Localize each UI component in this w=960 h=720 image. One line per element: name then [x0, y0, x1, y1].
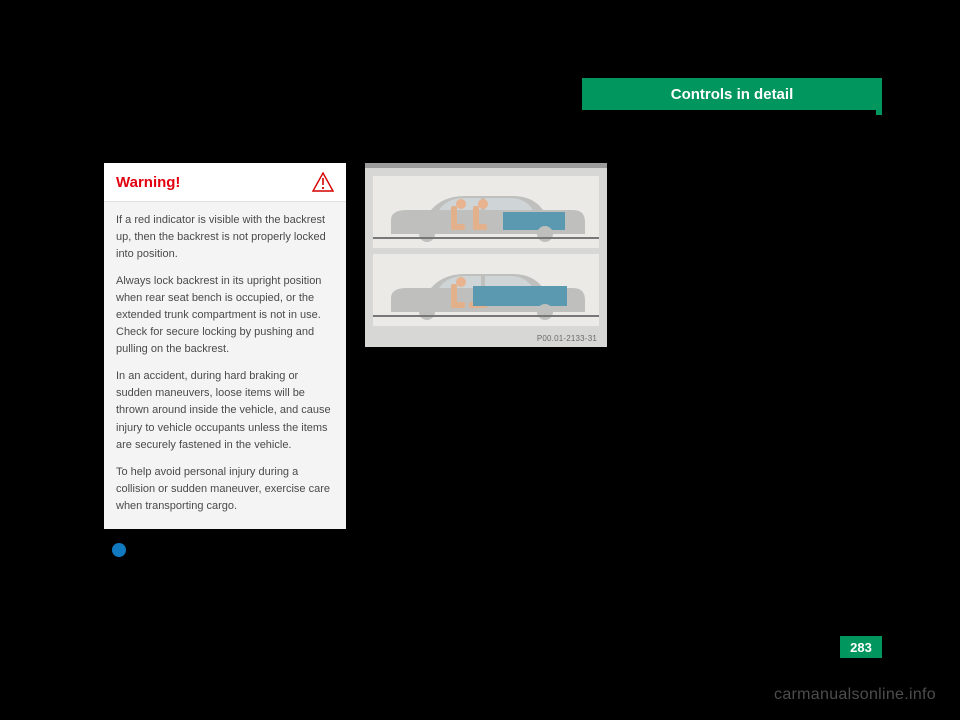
- page-number: 283: [850, 640, 872, 655]
- warning-header: Warning!: [104, 163, 346, 202]
- figure-cargo-diagram: P00.01-2133-31: [365, 163, 607, 347]
- warning-paragraph: To help avoid personal injury during a c…: [116, 464, 334, 515]
- warning-title: Warning!: [116, 174, 180, 191]
- section-header-text: Controls in detail: [671, 86, 794, 103]
- warning-paragraph: If a red indicator is visible with the b…: [116, 212, 334, 263]
- watermark-text: carmanualsonline.info: [774, 686, 936, 704]
- car-panel-upright: [373, 176, 599, 248]
- figure-code: P00.01-2133-31: [373, 332, 599, 343]
- warning-triangle-icon: [312, 172, 334, 192]
- warning-box: Warning! If a red indicator is visible w…: [104, 163, 346, 529]
- warning-body: If a red indicator is visible with the b…: [104, 202, 346, 529]
- page-number-badge: 283: [840, 636, 882, 658]
- warning-paragraph: Always lock backrest in its upright posi…: [116, 273, 334, 358]
- header-notch: [876, 103, 882, 115]
- section-header: Controls in detail: [582, 78, 882, 110]
- road-line: [373, 237, 599, 239]
- car-panel-folded: [373, 254, 599, 326]
- road-line: [373, 315, 599, 317]
- warning-paragraph: In an accident, during hard braking or s…: [116, 368, 334, 453]
- step-bullet-icon: [112, 543, 126, 557]
